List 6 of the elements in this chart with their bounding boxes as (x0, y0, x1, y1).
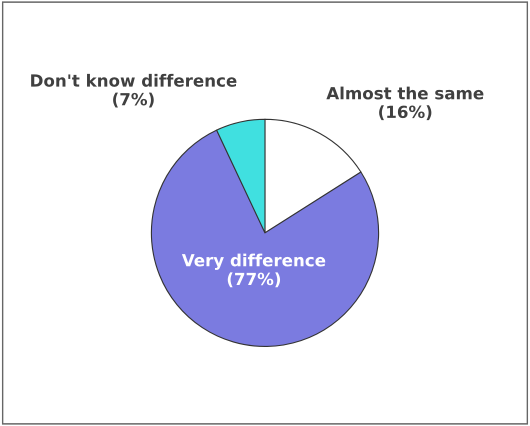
slice-label: Very difference (182, 254, 326, 270)
slice-label: Almost the same (326, 86, 484, 100)
slice-label: Don't know difference (31, 74, 236, 87)
data-label: (77%) (228, 272, 280, 288)
data-label: (7%) (113, 92, 154, 108)
data-label: (16%) (379, 105, 432, 120)
